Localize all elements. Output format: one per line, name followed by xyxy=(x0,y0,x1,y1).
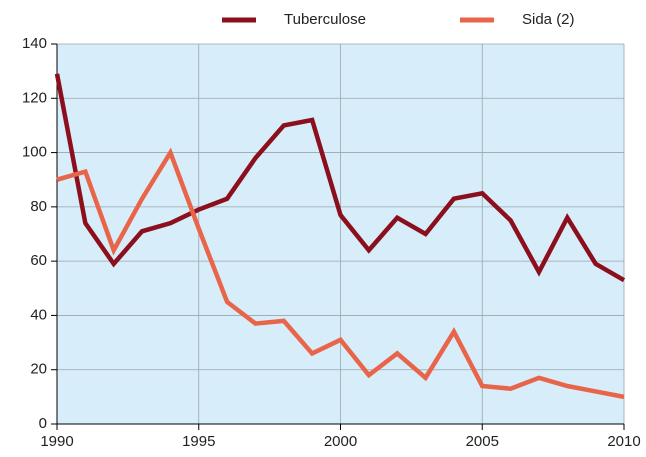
y-tick-label: 140 xyxy=(22,35,47,52)
y-tick-label: 120 xyxy=(22,89,47,106)
line-series xyxy=(54,73,626,283)
y-tick-label: 60 xyxy=(30,252,47,269)
y-tick-label: 100 xyxy=(22,144,47,161)
x-tick-label: 1995 xyxy=(182,433,215,450)
x-tick-label: 1990 xyxy=(40,433,73,450)
x-tick-label: 2005 xyxy=(466,433,499,450)
legend-label: Tuberculose xyxy=(284,11,366,28)
x-tick-label: 2010 xyxy=(607,433,640,450)
y-tick-label: 80 xyxy=(30,198,47,215)
y-tick-label: 0 xyxy=(39,415,47,432)
y-tick-label: 40 xyxy=(30,306,47,323)
y-tick-label: 20 xyxy=(30,361,47,378)
line-series xyxy=(56,147,625,400)
legend-label: Sida (2) xyxy=(522,11,575,28)
x-tick-label: 2000 xyxy=(324,433,357,450)
